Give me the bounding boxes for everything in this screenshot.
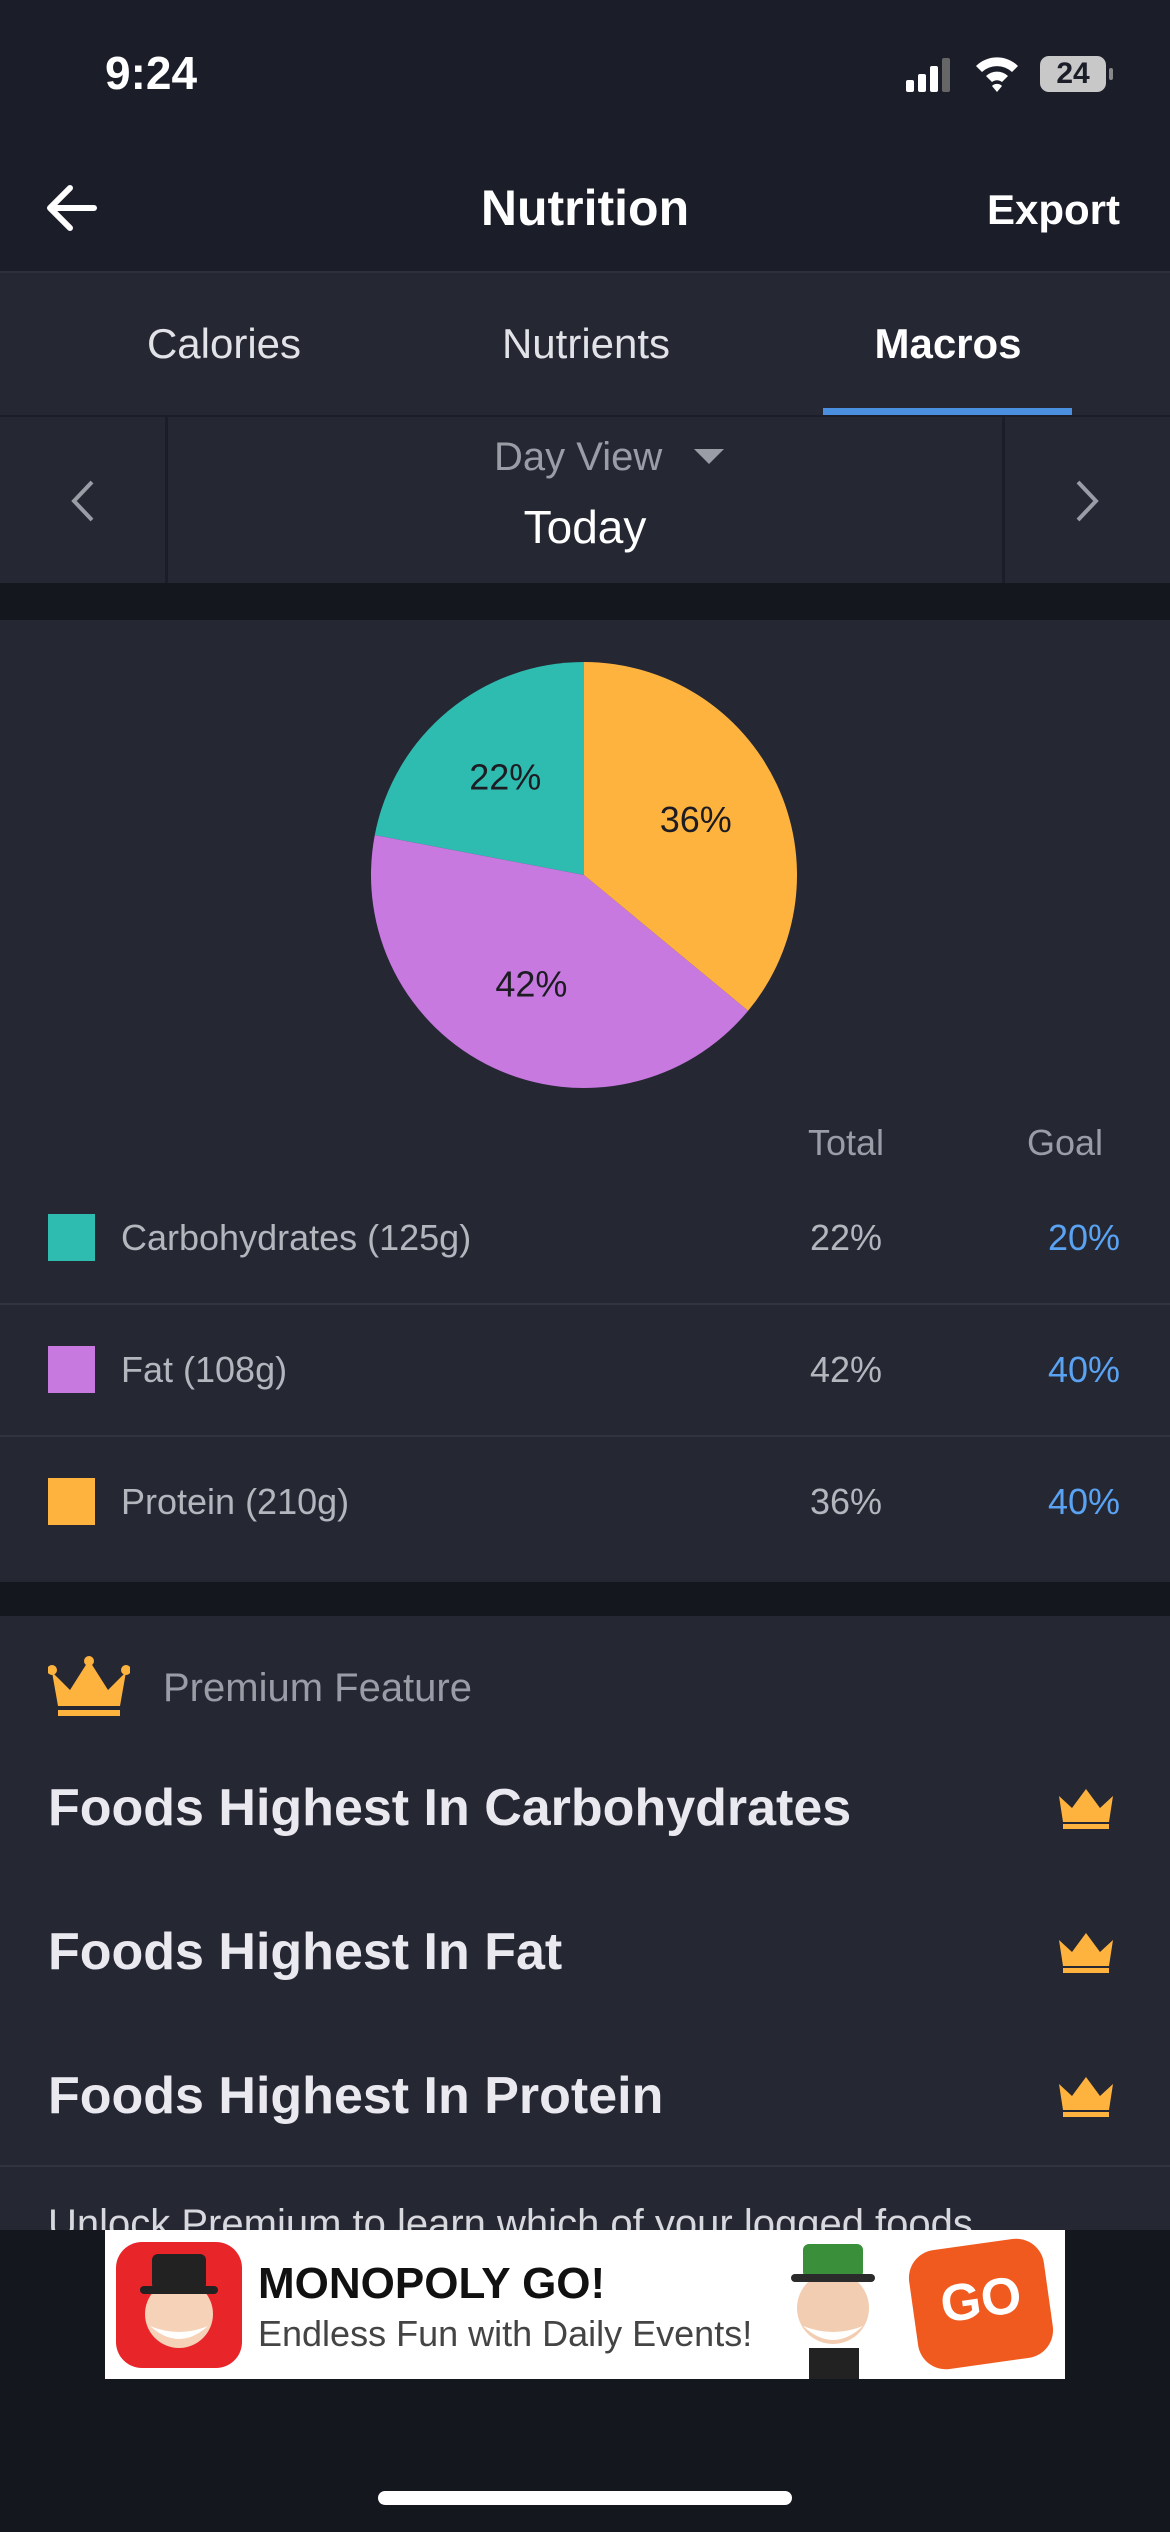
- premium-item[interactable]: Foods Highest In Fat: [48, 1923, 563, 1981]
- dropdown-icon: [694, 449, 724, 464]
- ad-icon: [116, 2242, 242, 2368]
- legend-swatch: [48, 1214, 95, 1261]
- column-header: Total: [807, 1122, 885, 1163]
- divider: [0, 1303, 1170, 1305]
- divider: [0, 1435, 1170, 1437]
- pie-slice: [374, 662, 584, 875]
- page-title: Nutrition: [480, 180, 690, 236]
- premium-item[interactable]: Foods Highest In Carbohydrates: [48, 1779, 852, 1837]
- row-goal: 20%: [1047, 1217, 1120, 1258]
- premium-label: Premium Feature: [163, 1666, 472, 1710]
- divider: [1002, 417, 1005, 583]
- next-button[interactable]: [1070, 476, 1104, 526]
- ad-mascot: [791, 2244, 875, 2379]
- prev-button[interactable]: [66, 476, 100, 526]
- ad-banner[interactable]: MONOPOLY GO! Endless Fun with Daily Even…: [105, 2230, 1065, 2379]
- pie-chart: 22% 42% 36%: [371, 662, 797, 1088]
- back-button[interactable]: [44, 180, 100, 236]
- slice-label: 36%: [660, 799, 732, 840]
- date-label: Today: [523, 501, 647, 553]
- top-bar: [0, 0, 1170, 272]
- date-nav: [0, 417, 1170, 583]
- row-label: Carbohydrates (125g): [121, 1217, 472, 1258]
- row-total: 36%: [809, 1481, 883, 1522]
- tab[interactable]: Calories: [146, 320, 302, 367]
- crown-icon: [1059, 2077, 1113, 2117]
- ad-title: MONOPOLY GO!: [258, 2259, 606, 2308]
- premium-card: [0, 1616, 1170, 2230]
- row-goal: 40%: [1047, 1481, 1120, 1522]
- pie-slice: [584, 662, 797, 1011]
- crown-icon: [1059, 1789, 1113, 1829]
- row-goal: 40%: [1047, 1349, 1120, 1390]
- legend-swatch: [48, 1478, 95, 1525]
- row-total: 22%: [809, 1217, 883, 1258]
- tab[interactable]: Nutrients: [501, 320, 671, 367]
- export-button[interactable]: Export: [986, 186, 1120, 233]
- row-total: 42%: [809, 1349, 883, 1390]
- tab-indicator: [823, 408, 1072, 415]
- divider: [0, 271, 1170, 273]
- crown-icon: [48, 1656, 130, 1716]
- divider: [0, 2165, 1170, 2167]
- slice-label: 22%: [469, 756, 541, 797]
- crown-shape: [1059, 1789, 1113, 1829]
- ad-subtitle: Endless Fun with Daily Events!: [258, 2313, 753, 2354]
- view-selector[interactable]: Day View: [494, 435, 663, 479]
- divider: [165, 417, 168, 583]
- home-indicator: [378, 2491, 792, 2505]
- status-icons: [906, 56, 1113, 92]
- crown-icon: [1059, 1933, 1113, 1973]
- battery-level: 24: [1056, 57, 1090, 90]
- row-label: Protein (210g): [121, 1481, 350, 1522]
- row-label: Fat (108g): [121, 1349, 288, 1390]
- column-header: Goal: [1026, 1122, 1104, 1163]
- tab-active[interactable]: Macros: [874, 320, 1022, 367]
- pie-slice: [371, 835, 749, 1088]
- crown-shape: [1059, 1933, 1113, 1973]
- slice-label: 42%: [495, 963, 567, 1004]
- divider: [0, 415, 1170, 417]
- status-time: 9:24: [105, 47, 198, 99]
- crown-shape: [1059, 2077, 1113, 2117]
- legend-swatch: [48, 1346, 95, 1393]
- tab-bar: [0, 273, 1170, 415]
- premium-item[interactable]: Foods Highest In Protein: [48, 2067, 664, 2125]
